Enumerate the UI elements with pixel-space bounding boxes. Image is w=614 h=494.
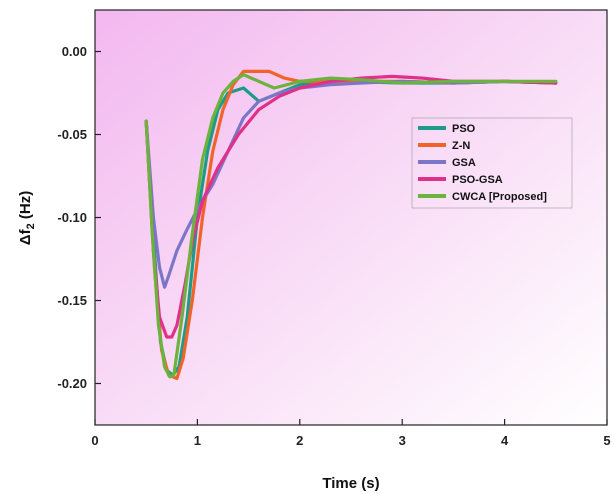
legend: PSO Z-N GSA PSO-GSA CWCA [Proposed] (411, 117, 573, 209)
series-layer (144, 69, 558, 381)
x-tick-label: 3 (399, 433, 406, 448)
legend-label: PSO (452, 123, 476, 135)
legend-label: PSO-GSA (452, 174, 503, 186)
y-tick-label: -0.05 (57, 127, 87, 142)
x-tick-label: 2 (296, 433, 303, 448)
x-axis: 0 1 2 3 4 5 (91, 419, 611, 448)
y-axis-title-suffix: (Hz) (17, 191, 34, 224)
legend-label: CWCA [Proposed] (452, 191, 547, 203)
x-tick-label: 4 (501, 433, 509, 448)
legend-label: Z-N (452, 140, 470, 152)
y-tick-label: -0.15 (57, 293, 87, 308)
y-tick-label: -0.20 (57, 376, 87, 391)
legend-label: GSA (452, 157, 476, 169)
legend-box (411, 117, 573, 209)
series-line (144, 73, 558, 379)
series-line (144, 74, 558, 339)
y-tick-label: -0.10 (57, 210, 87, 225)
y-axis-title: Δf2 (Hz) (17, 191, 37, 245)
y-axis-title-main: Δf (17, 228, 34, 245)
y-axis: 0.00 -0.05 -0.10 -0.15 -0.20 (57, 44, 101, 391)
x-tick-label: 5 (603, 433, 610, 448)
x-tick-label: 0 (91, 433, 98, 448)
x-axis-title: Time (s) (322, 475, 379, 492)
x-tick-label: 1 (194, 433, 201, 448)
y-axis-title-subscript: 2 (25, 223, 37, 229)
y-tick-label: 0.00 (62, 44, 87, 59)
plot-area (95, 10, 607, 425)
